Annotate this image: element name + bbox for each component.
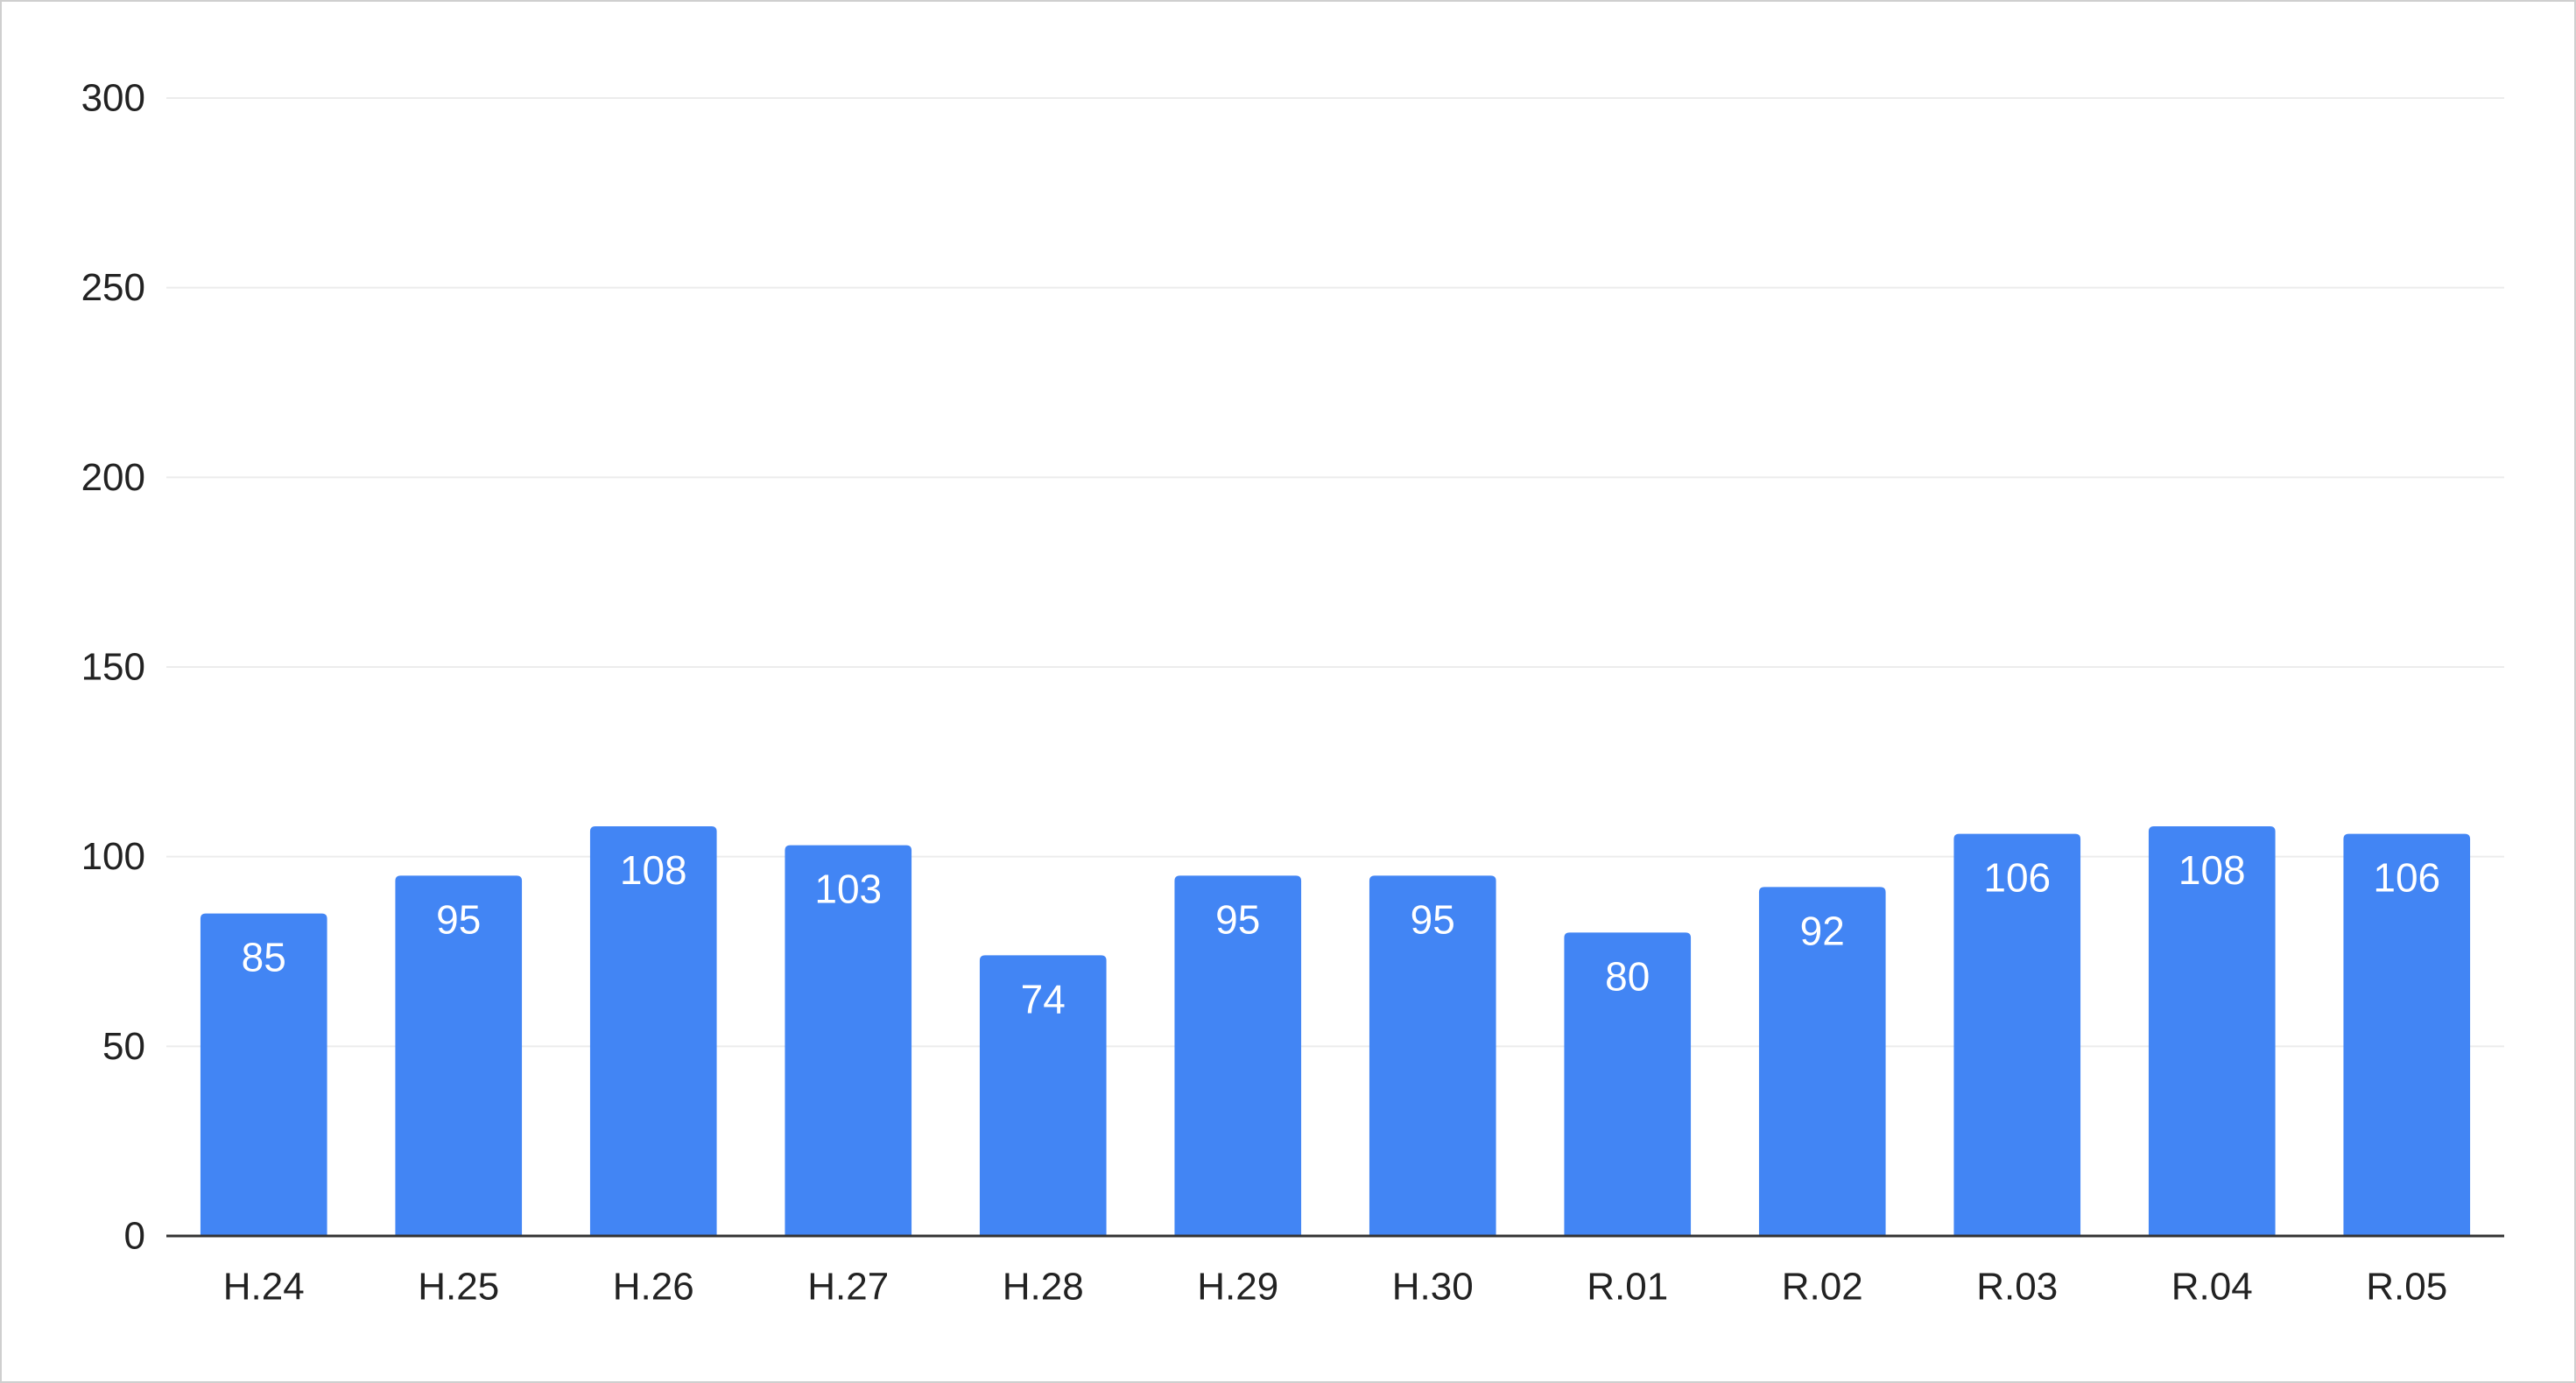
x-tick-label: H.27 [807, 1266, 889, 1309]
x-tick-label: R.02 [1782, 1266, 1863, 1309]
bar-R.04 [2148, 826, 2276, 1236]
x-tick-label: H.26 [613, 1266, 694, 1309]
bar-H.26 [589, 826, 717, 1236]
bar-R.05 [2343, 833, 2471, 1236]
data-labels: 85 95 108 103 74 95 95 80 92 106 108 106 [242, 847, 2440, 1021]
x-tick-label: H.30 [1392, 1266, 1474, 1309]
y-tick-label: 300 [81, 77, 145, 120]
data-label: 108 [2178, 847, 2246, 893]
data-label: 95 [436, 896, 481, 942]
x-tick-label: H.25 [418, 1266, 499, 1309]
y-tick-label: 50 [102, 1025, 145, 1068]
x-tick-label: R.01 [1587, 1266, 1668, 1309]
y-tick-label: 200 [81, 456, 145, 499]
bar-H.28 [979, 955, 1107, 1236]
y-tick-label: 0 [124, 1215, 145, 1258]
bar-R.01 [1564, 932, 1692, 1236]
y-axis-tick-labels: 0 50 100 150 200 250 300 [81, 77, 145, 1258]
x-axis-tick-labels: H.24 H.25 H.26 H.27 H.28 H.29 H.30 R.01 R.02 R.03… [223, 1266, 2447, 1309]
bar-H.25 [395, 875, 523, 1236]
data-label: 92 [1800, 908, 1845, 953]
data-label: 74 [1021, 976, 1066, 1021]
y-tick-label: 150 [81, 646, 145, 689]
data-label: 80 [1605, 953, 1650, 999]
x-tick-label: R.03 [1976, 1266, 2058, 1309]
bar-H.30 [1369, 875, 1496, 1236]
x-tick-label: H.24 [223, 1266, 305, 1309]
data-label: 106 [2373, 855, 2440, 901]
data-label: 106 [1983, 855, 2051, 901]
bars [200, 826, 2471, 1236]
data-label: 95 [1411, 896, 1455, 942]
bar-H.24 [200, 913, 327, 1236]
data-label: 95 [1215, 896, 1260, 942]
gridlines [166, 97, 2504, 1048]
data-label: 85 [242, 935, 286, 980]
x-tick-label: H.29 [1197, 1266, 1278, 1309]
x-tick-label: R.05 [2366, 1266, 2447, 1309]
bar-R.03 [1953, 833, 2081, 1236]
bar-R.02 [1758, 887, 1886, 1236]
y-tick-label: 250 [81, 266, 145, 309]
x-tick-label: R.04 [2171, 1266, 2253, 1309]
bar-H.29 [1174, 875, 1302, 1236]
y-tick-label: 100 [81, 835, 145, 878]
data-label: 108 [620, 847, 687, 893]
bar-H.27 [785, 845, 912, 1236]
data-label: 103 [814, 867, 882, 912]
x-tick-label: H.28 [1003, 1266, 1084, 1309]
